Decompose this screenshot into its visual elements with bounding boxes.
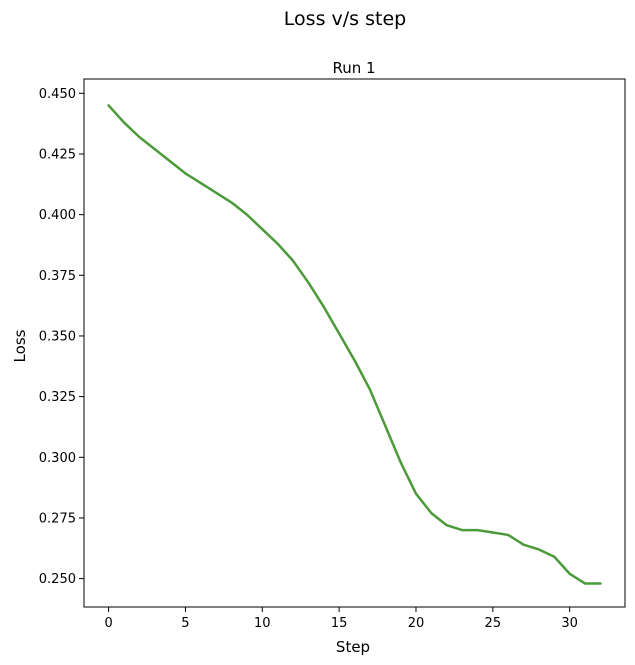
- y-tick-label: 0.375: [39, 269, 76, 284]
- data-point: [353, 359, 356, 362]
- y-tick-label: 0.350: [39, 329, 76, 344]
- data-point: [276, 242, 279, 245]
- data-point: [384, 424, 387, 427]
- data-point: [568, 572, 571, 575]
- data-point: [153, 148, 156, 151]
- x-axis-label: Step: [336, 638, 370, 656]
- y-tick-label: 0.425: [39, 147, 76, 162]
- data-point: [368, 388, 371, 391]
- plot-frame: [83, 78, 626, 608]
- y-tick-label: 0.450: [39, 87, 76, 102]
- data-point: [583, 582, 587, 585]
- data-point: [460, 528, 464, 532]
- data-point: [107, 104, 110, 107]
- chart-suptitle: Loss v/s step: [284, 8, 406, 30]
- x-tick-label: 15: [331, 616, 348, 631]
- data-point: [322, 305, 325, 308]
- series-line: [107, 104, 602, 585]
- data-point: [245, 213, 249, 216]
- data-point: [476, 528, 479, 532]
- data-point: [291, 259, 295, 262]
- data-point: [215, 191, 218, 194]
- axis-ticks: 0 5 10 15 20 25 30 0.250 0.275 0.300 0.325 0.350 0.3…: [39, 87, 578, 631]
- x-tick-label: 30: [561, 616, 578, 631]
- data-point: [522, 543, 525, 546]
- y-axis-label: Loss: [11, 329, 29, 362]
- y-tick-label: 0.300: [39, 451, 76, 466]
- data-point: [168, 160, 172, 163]
- series-layer: [107, 104, 602, 585]
- data-point: [553, 555, 556, 558]
- data-point: [599, 582, 602, 585]
- data-point: [199, 181, 202, 185]
- x-tick-label: 25: [485, 616, 502, 631]
- x-tick-label: 5: [181, 616, 189, 631]
- data-point: [491, 531, 494, 534]
- data-point: [338, 332, 341, 335]
- data-point: [445, 524, 448, 527]
- y-tick-label: 0.325: [39, 390, 76, 405]
- data-point: [307, 281, 310, 284]
- chart-title: Run 1: [332, 59, 375, 77]
- y-tick-label: 0.275: [39, 511, 76, 526]
- data-point: [399, 461, 402, 464]
- x-tick-label: 10: [254, 616, 271, 631]
- data-point: [261, 228, 264, 231]
- data-point: [537, 548, 541, 551]
- data-point: [414, 492, 418, 495]
- data-point: [507, 533, 510, 537]
- data-point: [138, 135, 141, 139]
- y-tick-label: 0.400: [39, 208, 76, 223]
- x-tick-label: 0: [104, 616, 112, 631]
- data-point: [430, 511, 433, 515]
- x-tick-label: 20: [408, 616, 425, 631]
- data-point: [184, 172, 187, 175]
- data-point: [230, 201, 233, 204]
- y-tick-label: 0.250: [39, 572, 76, 587]
- data-point: [122, 121, 126, 124]
